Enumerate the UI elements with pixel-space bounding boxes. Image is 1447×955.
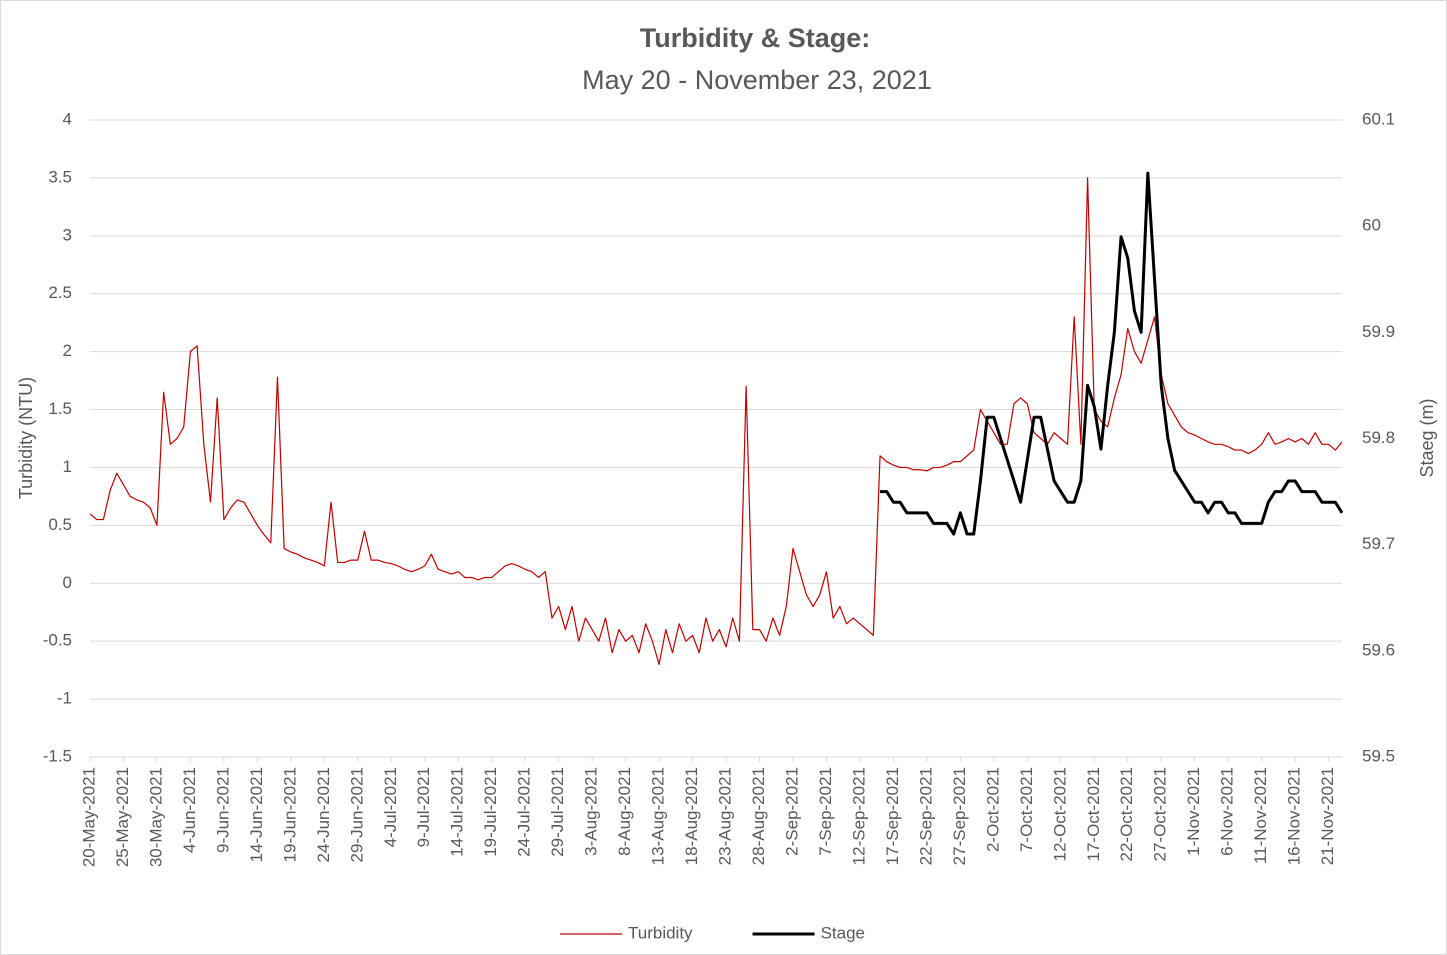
x-tick-label: 9-Jul-2021	[414, 767, 433, 847]
x-tick-label: 7-Sep-2021	[816, 767, 835, 856]
y-tick-label: -1.5	[43, 746, 72, 765]
x-tick-label: 1-Nov-2021	[1184, 767, 1203, 856]
chart-title: Turbidity & Stage:	[640, 23, 871, 53]
series-line	[89, 177, 1343, 665]
x-tick-label: 4-Jul-2021	[381, 767, 400, 847]
y-tick-label: 1	[63, 457, 72, 476]
y-tick-label: 0.5	[48, 515, 72, 534]
chart-subtitle: May 20 - November 23, 2021	[582, 65, 932, 95]
x-tick-label: 7-Oct-2021	[1017, 767, 1036, 852]
y2-tick-label: 60.1	[1362, 109, 1395, 128]
x-tick-label: 28-Aug-2021	[749, 767, 768, 865]
x-tick-label: 27-Oct-2021	[1151, 767, 1170, 862]
x-tick-label: 9-Jun-2021	[213, 767, 232, 853]
x-tick-label: 2-Sep-2021	[782, 767, 801, 856]
y-tick-label: -1	[57, 689, 72, 708]
x-tick-label: 17-Oct-2021	[1084, 767, 1103, 862]
legend-label: Turbidity	[628, 923, 693, 942]
x-tick-label: 14-Jun-2021	[247, 767, 266, 862]
series-line	[880, 171, 1344, 536]
y2-tick-label: 59.7	[1362, 534, 1395, 553]
y2-tick-label: 59.5	[1362, 746, 1395, 765]
y2-tick-label: 59.8	[1362, 428, 1395, 447]
y-tick-label: 2.5	[48, 283, 72, 302]
x-tick-label: 21-Nov-2021	[1318, 767, 1337, 865]
y-tick-label: 4	[63, 109, 72, 128]
x-tick-label: 20-May-2021	[79, 767, 98, 867]
y-axis-title: Turbidity (NTU)	[16, 377, 36, 499]
y2-tick-label: 60	[1362, 216, 1381, 235]
x-tick-label: 29-Jul-2021	[548, 767, 567, 857]
x-tick-label: 6-Nov-2021	[1218, 767, 1237, 856]
x-tick-label: 19-Jun-2021	[280, 767, 299, 862]
y-tick-label: 2	[63, 341, 72, 360]
y2-tick-label: 59.9	[1362, 322, 1395, 341]
x-tick-label: 22-Oct-2021	[1117, 767, 1136, 862]
x-tick-label: 30-May-2021	[146, 767, 165, 867]
x-tick-label: 19-Jul-2021	[481, 767, 500, 857]
y2-axis-title: Staeg (m)	[1417, 398, 1437, 477]
y2-tick-label: 59.6	[1362, 640, 1395, 659]
x-tick-label: 11-Nov-2021	[1251, 767, 1270, 864]
x-tick-label: 22-Sep-2021	[916, 767, 935, 865]
x-tick-label: 8-Aug-2021	[615, 767, 634, 856]
x-tick-label: 3-Aug-2021	[582, 767, 601, 856]
y-tick-label: 3.5	[48, 167, 72, 186]
y-tick-label: 1.5	[48, 399, 72, 418]
x-tick-label: 29-Jun-2021	[347, 767, 366, 862]
x-tick-label: 12-Oct-2021	[1050, 767, 1069, 862]
x-tick-label: 24-Jul-2021	[515, 767, 534, 857]
x-tick-label: 27-Sep-2021	[950, 767, 969, 865]
x-tick-label: 2-Oct-2021	[983, 767, 1002, 852]
x-tick-label: 23-Aug-2021	[716, 767, 735, 865]
y-tick-label: 0	[63, 573, 72, 592]
x-tick-label: 12-Sep-2021	[849, 767, 868, 865]
y-tick-label: -0.5	[43, 631, 72, 650]
legend-label: Stage	[821, 923, 865, 942]
x-tick-label: 25-May-2021	[113, 767, 132, 867]
x-tick-label: 18-Aug-2021	[682, 767, 701, 865]
x-tick-label: 24-Jun-2021	[314, 767, 333, 862]
x-tick-label: 16-Nov-2021	[1285, 767, 1304, 865]
x-tick-label: 17-Sep-2021	[883, 767, 902, 865]
x-tick-label: 4-Jun-2021	[180, 767, 199, 853]
x-tick-label: 14-Jul-2021	[448, 767, 467, 857]
x-tick-label: 13-Aug-2021	[649, 767, 668, 865]
y-tick-label: 3	[63, 225, 72, 244]
